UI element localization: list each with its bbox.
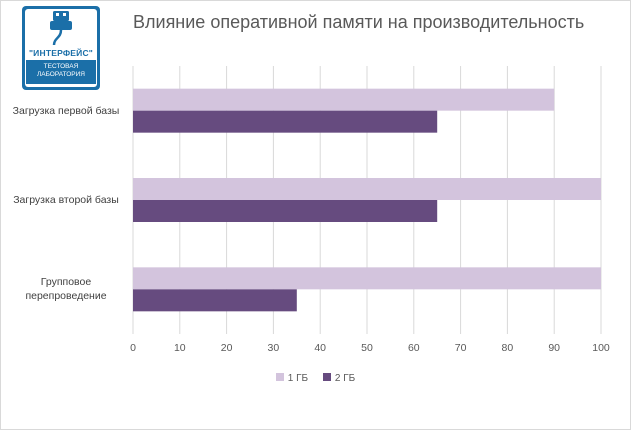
logo-line-1: ТЕСТОВАЯ <box>43 63 79 70</box>
x-tick-label: 100 <box>592 342 610 354</box>
y-category-label: Групповое перепроведение <box>25 276 107 303</box>
bar-series-1 <box>133 88 555 111</box>
bar-series-1 <box>133 267 601 290</box>
x-tick-label: 30 <box>268 342 280 354</box>
bar-series-2 <box>133 110 438 133</box>
legend-label-series-2: 2 ГБ <box>334 373 356 384</box>
logo-line-2: ЛАБОРАТОРИЯ <box>36 71 85 78</box>
legend-swatch-series-2 <box>322 373 331 381</box>
x-tick-label: 10 <box>174 342 186 354</box>
logo-subtitle: ТЕСТОВАЯ ЛАБОРАТОРИЯ <box>26 60 96 84</box>
logo-brand: "ИНТЕРФЕЙС" <box>28 48 94 58</box>
bar-series-2 <box>133 289 297 312</box>
x-tick-label: 0 <box>130 342 136 354</box>
x-tick-label: 70 <box>455 342 467 354</box>
legend-swatch-series-1 <box>275 373 284 381</box>
bar-series-1 <box>133 178 601 200</box>
usb-plug-icon <box>50 11 72 46</box>
x-tick-label: 50 <box>361 342 373 354</box>
legend-label-series-1: 1 ГБ <box>287 373 309 384</box>
lab-logo: "ИНТЕРФЕЙС" ТЕСТОВАЯ ЛАБОРАТОРИЯ <box>22 6 100 90</box>
x-tick-label: 90 <box>548 342 560 354</box>
x-tick-label: 60 <box>408 342 420 354</box>
y-category-label: Загрузка первой базы <box>12 104 120 117</box>
legend-item-series-1: 1 ГБ <box>275 373 309 384</box>
chart-title: Влияние оперативной памяти на производит… <box>133 12 585 32</box>
chart-legend: 1 ГБ 2 ГБ <box>0 373 631 384</box>
x-tick-label: 20 <box>221 342 233 354</box>
bar-series-2 <box>133 200 438 222</box>
y-category-label: Загрузка второй базы <box>13 194 119 206</box>
legend-item-series-2: 2 ГБ <box>322 373 356 384</box>
x-tick-label: 40 <box>314 342 326 354</box>
x-tick-label: 80 <box>502 342 514 354</box>
